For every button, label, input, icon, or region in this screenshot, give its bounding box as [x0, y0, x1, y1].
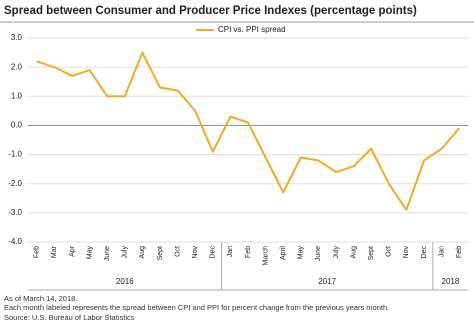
y-tick-label: 0.0: [11, 121, 23, 130]
x-tick-label: June: [104, 246, 111, 261]
y-tick-label: -3.0: [8, 208, 22, 217]
y-tick-label: 3.0: [11, 33, 23, 42]
y-tick-label: -4.0: [8, 237, 22, 246]
x-tick-label: Feb: [245, 246, 252, 258]
x-tick-label: Dec: [210, 246, 217, 259]
x-tick-label: Feb: [34, 246, 41, 258]
x-tick-label: Apr: [69, 245, 76, 257]
x-group-label: 2017: [318, 277, 336, 286]
x-tick-label: Nov: [192, 246, 199, 259]
y-tick-label: 1.0: [11, 91, 23, 100]
y-tick-label: -2.0: [8, 179, 22, 188]
x-tick-label: July: [122, 246, 129, 259]
x-tick-label: Jan: [438, 246, 445, 257]
x-tick-label: Oct: [386, 246, 393, 257]
x-tick-label: May: [86, 246, 93, 260]
x-tick-label: May: [298, 246, 305, 260]
note: Each month labeled represents the spread…: [4, 303, 389, 312]
x-tick-label: Oct: [174, 246, 181, 257]
y-tick-label: -1.0: [8, 150, 22, 159]
legend-label: CPI vs. PPI spread: [218, 25, 286, 34]
x-tick-label: Feb: [456, 246, 463, 258]
x-tick-label: Sept: [157, 246, 164, 260]
x-tick-label: Dec: [421, 246, 428, 259]
x-tick-label: March: [262, 246, 269, 266]
x-group-label: 2016: [116, 277, 134, 286]
note: Source: U.S. Bureau of Labor Statistics: [4, 313, 135, 322]
x-tick-label: Nov: [403, 246, 410, 259]
x-tick-label: April: [280, 246, 287, 260]
x-tick-label: Aug: [350, 246, 357, 259]
series-line: [36, 51, 460, 211]
x-tick-label: Jan: [227, 246, 234, 257]
y-tick-label: 2.0: [11, 62, 23, 71]
x-group-label: 2018: [442, 277, 460, 286]
x-tick-label: July: [333, 246, 340, 259]
chart-title: Spread between Consumer and Producer Pri…: [4, 5, 417, 17]
x-tick-label: June: [315, 246, 322, 261]
note: As of March 14, 2018.: [4, 294, 77, 303]
x-tick-label: Aug: [139, 246, 146, 259]
x-tick-label: Sept: [368, 246, 375, 260]
x-tick-label: Mar: [51, 245, 58, 258]
